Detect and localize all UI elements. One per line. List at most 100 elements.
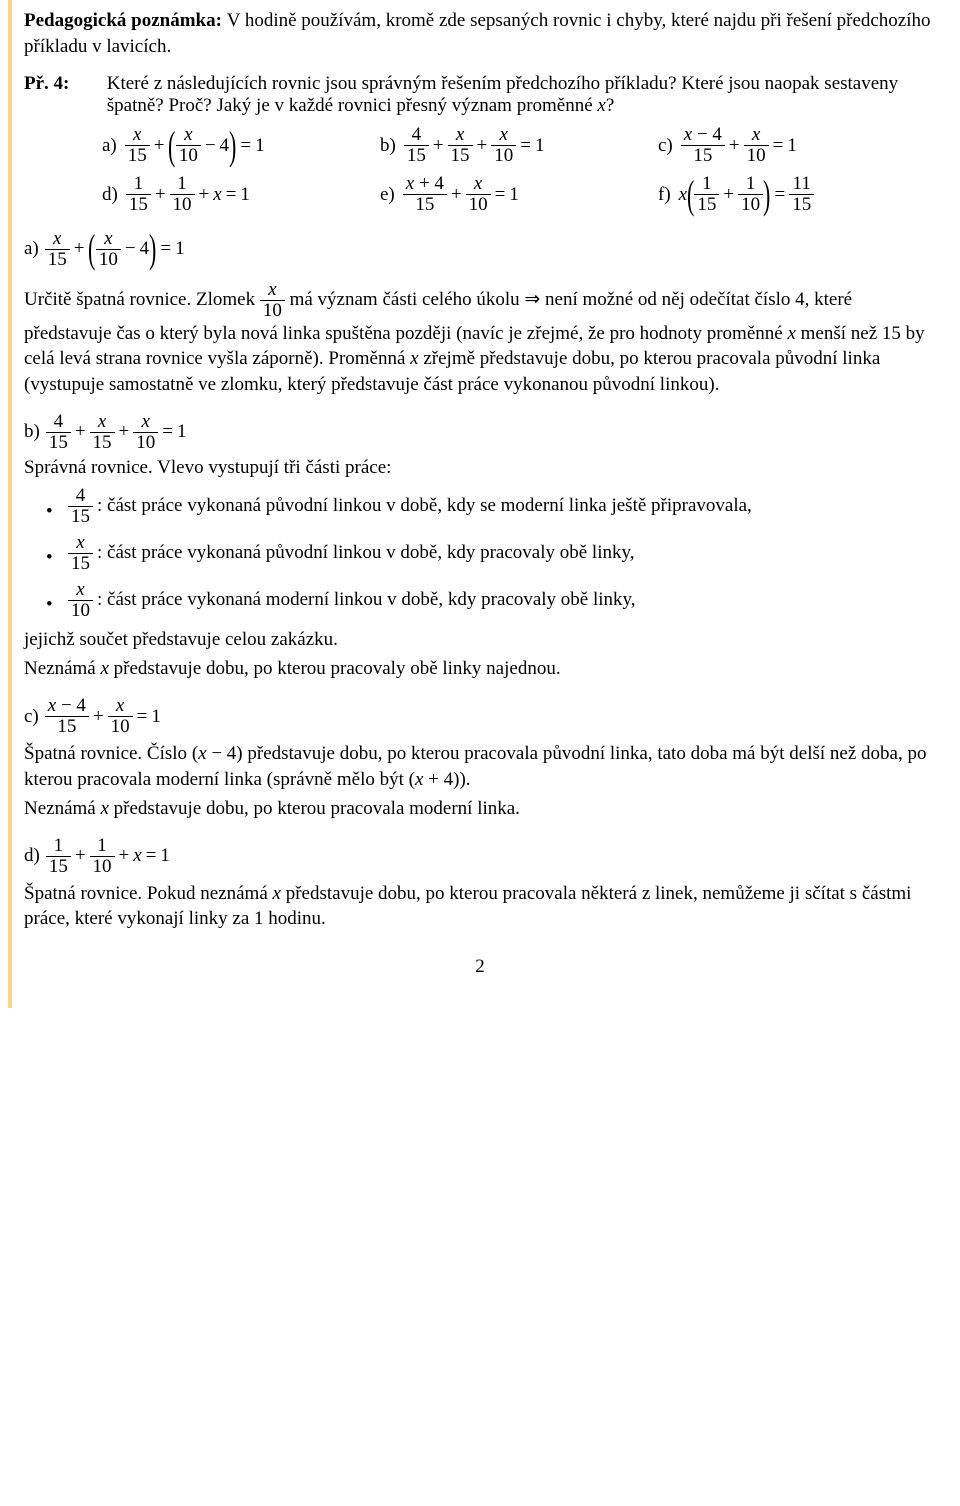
eq-c-d1: 15 bbox=[681, 145, 725, 166]
eq-b-n1: 4 bbox=[404, 125, 429, 145]
b2t: : část práce vykonaná původní linkou v d… bbox=[97, 539, 635, 568]
right-paren-icon: ) bbox=[763, 175, 770, 215]
sol-c-label: c) bbox=[24, 706, 39, 728]
eq-f-d1: 15 bbox=[694, 194, 719, 215]
sc-l2post: představuje dobu, po kterou pracovala mo… bbox=[109, 798, 520, 819]
exercise-var: x bbox=[597, 95, 605, 116]
sd-n1: 1 bbox=[46, 836, 71, 856]
plus-icon: + bbox=[115, 421, 134, 443]
sb-r: 1 bbox=[177, 421, 187, 443]
bullet-1: 415 : část práce vykonaná původní linkou… bbox=[68, 486, 936, 527]
sol-d-label: d) bbox=[24, 845, 40, 867]
sb-l2post: představuje dobu, po kterou pracovaly ob… bbox=[109, 658, 561, 679]
eq-a: a) x15 + ( x10 − 4 ) = 1 bbox=[102, 125, 380, 166]
sc-d1: 15 bbox=[45, 716, 89, 737]
sc-l2pre: Neznámá bbox=[24, 798, 100, 819]
eq-f: f) x ( 115 + 110 ) = 1115 bbox=[658, 174, 936, 215]
plus-icon: + bbox=[71, 421, 90, 443]
sol-b-line2: Neznámá x představuje dobu, po kterou pr… bbox=[24, 656, 936, 682]
sd-x: x bbox=[133, 845, 141, 867]
eq-d-n2: 1 bbox=[170, 174, 195, 194]
eq-c-label: c) bbox=[658, 135, 673, 157]
plus-icon: + bbox=[151, 184, 170, 206]
sb-d2: 15 bbox=[90, 432, 115, 453]
eq-f-x: x bbox=[679, 184, 687, 206]
sol-b-bullets: 415 : část práce vykonaná původní linkou… bbox=[24, 486, 936, 621]
eq-a-expr: x15 + ( x10 − 4 ) = 1 bbox=[125, 125, 265, 166]
plus-icon: + bbox=[473, 135, 492, 157]
eq-b-d3: 10 bbox=[491, 145, 516, 166]
sol-b-eq: b) 415 + x15 + x10 = 1 bbox=[24, 412, 186, 453]
sa-var1: x bbox=[787, 323, 795, 344]
sb-n1: 4 bbox=[46, 412, 71, 432]
spacer bbox=[24, 59, 936, 73]
eq-e-n2: x bbox=[466, 174, 491, 194]
right-paren-icon: ) bbox=[149, 229, 156, 269]
eq-f-label: f) bbox=[658, 184, 671, 206]
b1t: : část práce vykonaná původní linkou v d… bbox=[97, 492, 752, 521]
eq-c-d2: 10 bbox=[744, 145, 769, 166]
sol-a-label: a) bbox=[24, 238, 39, 260]
sc-n2: x bbox=[108, 696, 133, 716]
eq-e: e) x + 415 + x10 = 1 bbox=[380, 174, 658, 215]
eq-a-num2: x bbox=[176, 125, 201, 145]
sc-d2: 10 bbox=[108, 716, 133, 737]
sb-d3: 10 bbox=[133, 432, 158, 453]
eq-f-expr: x ( 115 + 110 ) = 1115 bbox=[679, 174, 815, 215]
sol-b-verdict: Správná rovnice. Vlevo vystupují tři čás… bbox=[24, 455, 936, 481]
eq-d-d2: 10 bbox=[170, 194, 195, 215]
eq-d-d1: 15 bbox=[126, 194, 151, 215]
equals-icon: = bbox=[222, 184, 241, 206]
eq-e-d1: 15 bbox=[403, 194, 447, 215]
eq-c-expr: x − 415 + x10 = 1 bbox=[681, 125, 797, 166]
sa-r: 1 bbox=[175, 238, 185, 260]
sol-d-text: Špatná rovnice. Pokud neznámá x představ… bbox=[24, 881, 936, 932]
equals-icon: = bbox=[770, 184, 789, 206]
equals-icon: = bbox=[491, 184, 510, 206]
sa-var2: x bbox=[410, 348, 418, 369]
sb-n2: x bbox=[90, 412, 115, 432]
plus-icon: + bbox=[71, 845, 90, 867]
sd-pre: Špatná rovnice. Pokud neznámá bbox=[24, 883, 273, 904]
solution-a: a) x15 + ( x10 − 4 ) = 1 Určitě špatná r… bbox=[24, 229, 936, 398]
b1n: 4 bbox=[68, 486, 93, 506]
sa-inf-n: x bbox=[260, 280, 285, 300]
eq-a-rhs: 1 bbox=[255, 135, 265, 157]
eq-d-n1: 1 bbox=[126, 174, 151, 194]
sol-b-label: b) bbox=[24, 421, 40, 443]
sd-d1: 15 bbox=[46, 856, 71, 877]
eq-e-expr: x + 415 + x10 = 1 bbox=[403, 174, 519, 215]
sc-after: ). bbox=[459, 769, 470, 790]
eq-e-label: e) bbox=[380, 184, 395, 206]
equals-icon: = bbox=[769, 135, 788, 157]
minus-icon: − bbox=[201, 135, 220, 157]
sd-d2: 10 bbox=[90, 856, 115, 877]
note-label: Pedagogická poznámka: bbox=[24, 10, 227, 31]
sd-n2: 1 bbox=[90, 836, 115, 856]
plus-icon: + bbox=[89, 706, 108, 728]
plus-icon: + bbox=[429, 135, 448, 157]
eq-a-const: 4 bbox=[220, 135, 230, 157]
sa-d2: 10 bbox=[96, 249, 121, 270]
sc-l2var: x bbox=[100, 798, 108, 819]
solution-c: c) x − 415 + x10 = 1 Špatná rovnice. Čís… bbox=[24, 696, 936, 822]
sc-pre: Špatná rovnice. Číslo bbox=[24, 743, 192, 764]
solution-b: b) 415 + x15 + x10 = 1 Správná rovnice. … bbox=[24, 412, 936, 682]
sb-n3: x bbox=[133, 412, 158, 432]
eq-d-expr: 115 + 110 + x = 1 bbox=[126, 174, 250, 215]
solution-d: d) 115 + 110 + x = 1 Špatná rovnice. Pok… bbox=[24, 836, 936, 932]
page-number: 2 bbox=[24, 956, 936, 978]
eq-e-d2: 10 bbox=[466, 194, 491, 215]
b1d: 15 bbox=[68, 506, 93, 527]
exercise-prompt: Které z následujících rovnic jsou správn… bbox=[107, 73, 927, 117]
sol-c-line2: Neznámá x představuje dobu, po kterou pr… bbox=[24, 796, 936, 822]
eq-a-den2: 10 bbox=[176, 145, 201, 166]
eq-d-x: x bbox=[213, 184, 221, 206]
exercise-tail: ? bbox=[606, 95, 614, 116]
sd-r: 1 bbox=[160, 845, 170, 867]
plus-icon: + bbox=[447, 184, 466, 206]
equals-icon: = bbox=[133, 706, 152, 728]
left-paren-icon: ( bbox=[687, 175, 694, 215]
sol-a-text: Určitě špatná rovnice. Zlomek x10 má výz… bbox=[24, 280, 936, 398]
sd-var: x bbox=[273, 883, 281, 904]
